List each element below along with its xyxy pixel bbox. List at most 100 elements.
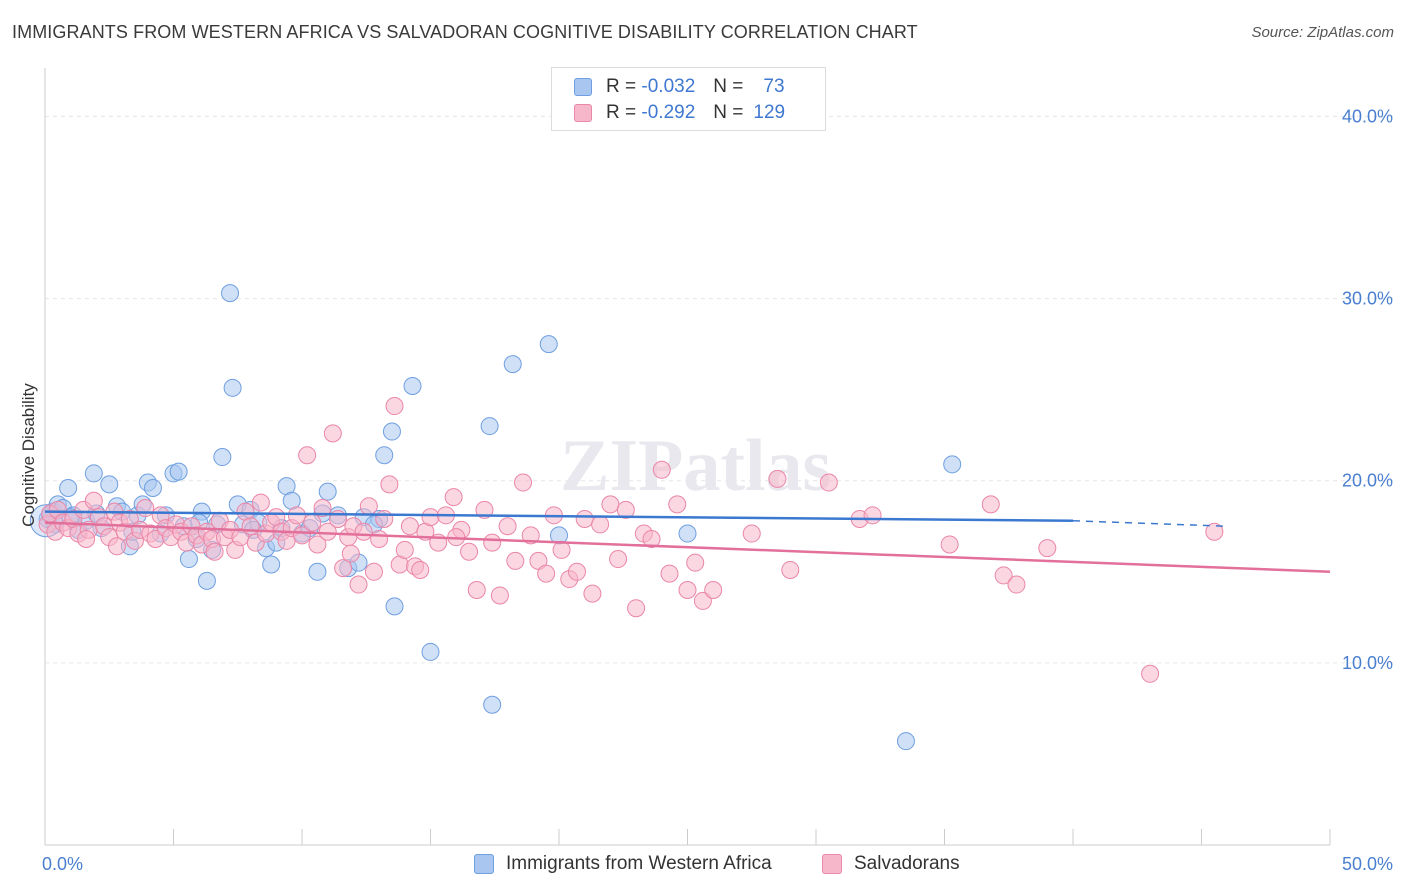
scatter-point: [616, 500, 635, 519]
stats-swatch-salvadorans: [574, 104, 592, 122]
scatter-point: [341, 544, 360, 563]
y-tick-label: 30.0%: [1342, 289, 1393, 309]
scatter-point: [819, 473, 838, 492]
stats-row-salvadorans: R = -0.292 N = 129: [574, 101, 785, 125]
scatter-point: [537, 564, 556, 583]
trend-line-western-africa-extension: [1072, 520, 1228, 527]
scatter-point: [421, 642, 440, 661]
stats-r-value: -0.292: [641, 102, 696, 123]
scatter-point: [59, 479, 78, 497]
scatter-point: [490, 586, 509, 605]
trend-lines: [44, 510, 1331, 574]
scatter-point: [994, 566, 1013, 585]
scatter-point: [354, 522, 373, 541]
scatter-point: [385, 397, 404, 416]
scatter-point: [107, 537, 126, 556]
scatter-point: [380, 475, 399, 494]
tick-labels: 10.0% 20.0% 30.0% 40.0% 0.0% 50.0%: [42, 106, 1393, 874]
scatter-point: [981, 495, 1000, 514]
legend-item-western-africa[interactable]: Immigrants from Western Africa: [474, 853, 772, 875]
scatter-point: [334, 559, 353, 578]
stats-n-label: N =: [713, 102, 744, 123]
stats-r-label: R =: [606, 76, 637, 97]
stats-legend: R = -0.032 N = 73 R = -0.292 N = 129: [551, 67, 826, 131]
scatter-point: [444, 488, 463, 507]
scatter-point: [704, 581, 723, 599]
axes: [44, 68, 1331, 846]
scatter-point: [467, 581, 486, 599]
scatter-point: [781, 560, 800, 579]
scatter-point: [370, 530, 389, 548]
scatter-point: [591, 515, 610, 534]
scatter-point: [364, 562, 383, 581]
scatter-point: [552, 540, 571, 559]
scatter-point: [483, 533, 502, 552]
scatter-point: [678, 581, 697, 599]
x-tick-label: 50.0%: [1342, 854, 1393, 874]
scatter-point: [668, 495, 687, 514]
scatter-point: [460, 542, 479, 561]
scatter-point: [375, 509, 394, 528]
scatter-point: [77, 530, 96, 548]
scatter-point: [863, 506, 882, 525]
stats-row-western-africa: R = -0.032 N = 73: [574, 75, 785, 99]
scatter-point: [475, 500, 494, 519]
scatter-point: [287, 506, 306, 525]
scatter-point: [100, 475, 119, 494]
series-legend: Immigrants from Western Africa Salvadora…: [0, 850, 1406, 878]
scatter-point: [143, 479, 162, 497]
source-label: Source: ZipAtlas.com: [1251, 24, 1394, 41]
scatter-point: [318, 482, 337, 501]
scatter-point: [323, 424, 342, 443]
scatter-point: [223, 378, 242, 397]
y-axis-label: Cognitive Disability: [19, 383, 38, 527]
scatter-point: [359, 497, 378, 516]
scatter-point: [652, 460, 671, 479]
scatter-point: [896, 732, 915, 751]
scatter-point: [742, 524, 761, 543]
stats-swatch-western-africa: [574, 78, 592, 96]
scatter-point: [303, 513, 322, 532]
scatter-point: [395, 540, 414, 559]
scatter-point: [583, 584, 602, 603]
scatter-point: [601, 495, 620, 514]
scatter-point: [262, 555, 281, 574]
scatter-point: [213, 448, 232, 467]
legend-swatch-salvadorans: [822, 854, 842, 874]
scatter-point: [1007, 575, 1026, 594]
scatter-point: [940, 535, 959, 554]
stats-n-label: N =: [713, 76, 744, 97]
legend-label-salvadorans: Salvadorans: [854, 853, 960, 874]
scatter-point: [627, 599, 646, 618]
scatter-point: [375, 446, 394, 465]
legend-item-salvadorans[interactable]: Salvadorans: [822, 853, 960, 875]
scatter-point: [385, 597, 404, 616]
scatter-point: [1038, 539, 1057, 558]
scatter-point: [1141, 664, 1160, 683]
y-tick-label: 20.0%: [1342, 471, 1393, 491]
stats-r-value: -0.032: [641, 76, 696, 97]
series-western-africa-points: [29, 284, 962, 751]
scatter-point: [400, 517, 419, 536]
scatter-point: [575, 509, 594, 528]
scatter-point: [349, 575, 368, 594]
scatter-point: [503, 355, 522, 374]
scatter-point: [686, 553, 705, 572]
stats-n-value: 129: [753, 102, 786, 123]
y-tick-label: 40.0%: [1342, 106, 1393, 126]
scatter-point: [136, 499, 155, 518]
legend-label-western-africa: Immigrants from Western Africa: [506, 853, 772, 874]
scatter-point: [1205, 522, 1224, 541]
scatter-point: [411, 560, 430, 579]
scatter-point: [241, 517, 260, 536]
scatter-point: [205, 542, 224, 561]
scatter-point: [84, 464, 103, 483]
scatter-point: [521, 526, 540, 545]
trend-line-salvadorans: [44, 521, 1331, 574]
trend-line-western-africa: [44, 510, 1074, 523]
scatter-point: [678, 524, 697, 543]
scatter-point: [169, 462, 188, 481]
scatter-point: [567, 562, 586, 581]
scatter-point: [251, 493, 270, 512]
